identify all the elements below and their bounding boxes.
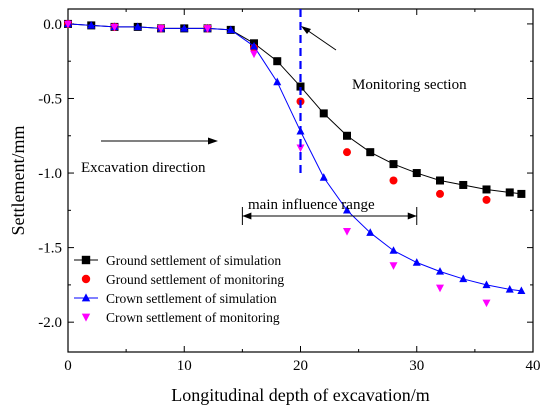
data-point-triangle-up — [319, 173, 328, 181]
influence-range-left-arrowhead — [242, 212, 252, 220]
influence-range-label: main influence range — [248, 197, 375, 213]
data-point-triangle-up — [343, 205, 351, 214]
data-point-square — [412, 169, 421, 178]
monitoring-section-pointer — [303, 27, 337, 51]
data-point-triangle-up — [81, 293, 91, 302]
data-point-triangle-up — [459, 274, 468, 283]
data-point-circle — [436, 189, 444, 198]
series-line — [67, 23, 522, 292]
data-point-square — [459, 180, 468, 189]
excavation-direction-label: Excavation direction — [81, 160, 206, 176]
data-point-triangle-down — [250, 50, 258, 59]
y-tick-label: -1.5 — [38, 241, 62, 257]
data-point-triangle-up — [87, 21, 96, 29]
y-tick-label: -1.0 — [38, 166, 62, 182]
data-point-triangle-up — [133, 22, 142, 31]
data-point-square — [273, 57, 282, 66]
influence-range-right-arrowhead — [407, 212, 417, 220]
legend-label: Ground settlement of monitoring — [106, 272, 284, 287]
data-point-square — [482, 185, 491, 194]
data-point-triangle-down — [436, 284, 444, 293]
data-point-square — [505, 188, 514, 197]
legend-label: Ground settlement of simulation — [106, 253, 281, 268]
data-point-triangle-down — [203, 25, 212, 33]
data-point-square — [517, 189, 526, 198]
data-point-triangle-down — [81, 313, 91, 322]
legend-item: Crown settlement of monitoring — [81, 310, 280, 325]
data-point-triangle-up — [250, 41, 258, 50]
legend-item: Ground settlement of simulation — [74, 253, 281, 268]
x-tick-label: 0 — [64, 358, 72, 374]
legend-item: Ground settlement of monitoring — [81, 272, 284, 287]
data-point-triangle-up — [389, 246, 398, 254]
data-point-triangle-up — [436, 267, 444, 275]
legend: Ground settlement of simulation Ground se… — [74, 253, 284, 325]
data-point-triangle-down — [64, 20, 72, 29]
data-point-triangle-up — [226, 25, 235, 34]
legend-label: Crown settlement of simulation — [106, 291, 277, 306]
data-point-triangle-down — [296, 144, 305, 153]
monitoring-section-arrowhead — [301, 26, 311, 34]
data-point-triangle-down — [389, 262, 398, 270]
data-point-square — [389, 160, 398, 169]
y-tick-label: -0.5 — [38, 91, 62, 107]
data-point-circle — [81, 274, 91, 284]
data-point-square — [343, 131, 351, 140]
excavation-direction-arrowhead — [208, 137, 218, 145]
data-point-square — [81, 255, 91, 265]
data-point-triangle-up — [517, 286, 526, 295]
data-point-triangle-down — [110, 23, 119, 32]
data-point-square — [436, 176, 444, 185]
monitoring-section-label: Monitoring section — [352, 77, 467, 93]
x-axis-title: Longitudinal depth of excavation/m — [171, 385, 429, 405]
y-tick-label: 0.0 — [43, 17, 62, 33]
data-point-circle — [343, 148, 351, 157]
y-axis-title: Settlement/mm — [8, 126, 28, 236]
series-4 — [64, 20, 491, 308]
x-tick-label: 10 — [177, 358, 192, 374]
x-tick-label: 40 — [526, 358, 541, 374]
data-point-circle — [389, 176, 398, 185]
data-point-triangle-up — [505, 284, 514, 293]
data-point-triangle-up — [273, 77, 282, 86]
data-point-triangle-up — [412, 258, 421, 266]
legend-item: Crown settlement of simulation — [74, 291, 277, 306]
x-tick-label: 30 — [409, 358, 424, 374]
legend-label: Crown settlement of monitoring — [106, 310, 280, 325]
data-point-triangle-up — [180, 23, 189, 32]
data-point-triangle-down — [157, 25, 165, 33]
data-point-triangle-up — [482, 280, 491, 289]
data-point-square — [366, 148, 375, 157]
data-point-triangle-down — [343, 228, 351, 236]
data-point-triangle-down — [482, 299, 491, 308]
data-point-circle — [482, 195, 491, 204]
data-point-triangle-up — [366, 228, 375, 236]
x-tick-label: 20 — [293, 358, 308, 374]
data-point-square — [296, 82, 305, 91]
y-tick-label: -2.0 — [38, 315, 62, 331]
annotation-layer: Monitoring section Excavation direction … — [81, 9, 467, 225]
data-point-square — [319, 109, 328, 118]
